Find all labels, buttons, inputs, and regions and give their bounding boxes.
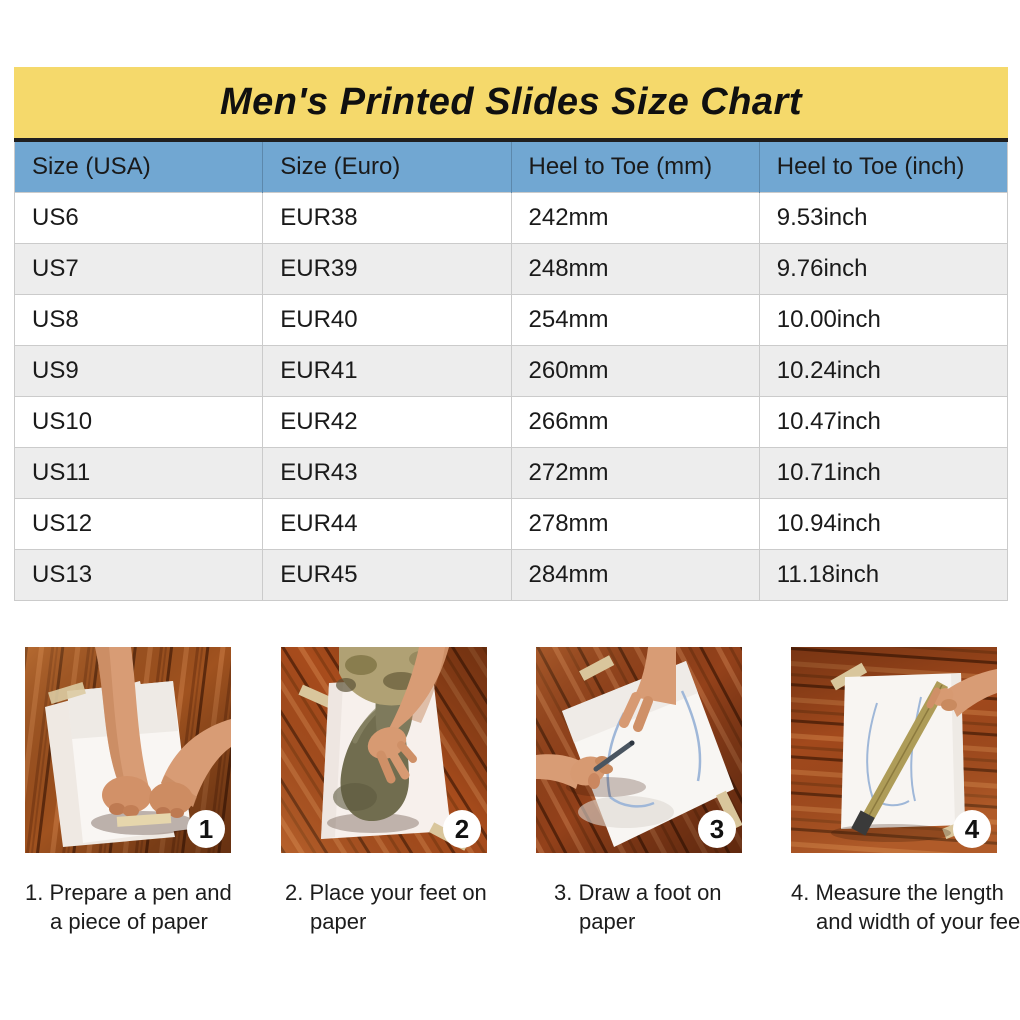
page-title: Men's Printed Slides Size Chart: [219, 81, 802, 123]
step-number-badge: 1: [187, 810, 225, 848]
cell-heel-inch: 10.24inch: [758, 345, 1009, 397]
column-header-heel-inch: Heel to Toe (inch): [759, 142, 1008, 193]
cell-heel-inch: 10.47inch: [758, 396, 1009, 448]
table-row: US7 EUR39 248mm 9.76inch: [13, 243, 1009, 295]
table-body: US6 EUR38 242mm 9.53inch US7 EUR39 248mm…: [13, 192, 1009, 601]
caption-line: 2. Place your feet on: [285, 880, 487, 905]
cell-heel-inch: 10.71inch: [758, 447, 1009, 499]
caption-line: 1. Prepare a pen and: [25, 880, 232, 905]
cell-heel-inch: 11.18inch: [758, 549, 1009, 601]
cell-size-euro: EUR40: [262, 294, 512, 346]
cell-heel-inch: 9.76inch: [758, 243, 1009, 295]
caption-line: a piece of paper: [50, 909, 208, 934]
cell-heel-inch: 10.00inch: [758, 294, 1009, 346]
cell-size-euro: EUR44: [262, 498, 512, 550]
column-header-heel-mm: Heel to Toe (mm): [511, 142, 760, 193]
table-row: US6 EUR38 242mm 9.53inch: [13, 192, 1009, 244]
cell-size-euro: EUR38: [262, 192, 512, 244]
draw-outline-illustration: [536, 647, 742, 853]
step-caption: 2. Place your feet on paper: [285, 878, 541, 936]
cell-size-usa: US10: [13, 396, 264, 448]
cell-heel-mm: 242mm: [510, 192, 760, 244]
cell-size-euro: EUR42: [262, 396, 512, 448]
step-photo-draw-outline: 3: [536, 647, 742, 853]
step-number-badge: 4: [953, 810, 991, 848]
size-table: Size (USA) Size (Euro) Heel to Toe (mm) …: [13, 142, 1009, 601]
cell-heel-mm: 254mm: [510, 294, 760, 346]
measure-step-1: 1 1. Prepare a pen and a piece of paper: [25, 647, 232, 934]
caption-line: and width of your feet: [816, 909, 1020, 934]
cell-heel-inch: 10.94inch: [758, 498, 1009, 550]
table-row: US8 EUR40 254mm 10.00inch: [13, 294, 1009, 346]
step-caption: 4. Measure the length and width of your …: [791, 878, 1020, 936]
table-row: US13 EUR45 284mm 11.18inch: [13, 549, 1009, 601]
table-header-row: Size (USA) Size (Euro) Heel to Toe (mm) …: [14, 142, 1008, 193]
cell-heel-mm: 260mm: [510, 345, 760, 397]
step-photo-tape-paper: 1: [25, 647, 231, 853]
cell-size-euro: EUR45: [262, 549, 512, 601]
caption-line: paper: [310, 909, 367, 934]
cell-size-usa: US11: [13, 447, 264, 499]
measure-step-2: 2 2. Place your feet on paper: [281, 647, 487, 934]
caption-line: 3. Draw a foot on: [554, 880, 722, 905]
step-photo-measure-outline: 4: [791, 647, 997, 853]
step-number-badge: 2: [443, 810, 481, 848]
step-caption: 1. Prepare a pen and a piece of paper: [25, 878, 281, 936]
column-header-size-euro: Size (Euro): [262, 142, 512, 193]
measure-step-3: 3 3. Draw a foot on paper: [536, 647, 742, 934]
cell-size-euro: EUR41: [262, 345, 512, 397]
foot-on-paper-illustration: [281, 647, 487, 853]
cell-size-usa: US12: [13, 498, 264, 550]
cell-heel-mm: 284mm: [510, 549, 760, 601]
cell-size-euro: EUR39: [262, 243, 512, 295]
cell-size-usa: US9: [13, 345, 264, 397]
cell-heel-mm: 248mm: [510, 243, 760, 295]
cell-heel-inch: 9.53inch: [758, 192, 1009, 244]
cell-size-euro: EUR43: [262, 447, 512, 499]
caption-line: paper: [579, 909, 636, 934]
title-banner: Men's Printed Slides Size Chart: [14, 67, 1008, 142]
step-caption: 3. Draw a foot on paper: [554, 878, 810, 936]
cell-heel-mm: 266mm: [510, 396, 760, 448]
step-number-badge: 3: [698, 810, 736, 848]
cell-heel-mm: 278mm: [510, 498, 760, 550]
cell-size-usa: US6: [13, 192, 264, 244]
table-row: US11 EUR43 272mm 10.71inch: [13, 447, 1009, 499]
table-row: US10 EUR42 266mm 10.47inch: [13, 396, 1009, 448]
cell-size-usa: US7: [13, 243, 264, 295]
cell-heel-mm: 272mm: [510, 447, 760, 499]
cell-size-usa: US13: [13, 549, 264, 601]
table-row: US9 EUR41 260mm 10.24inch: [13, 345, 1009, 397]
cell-size-usa: US8: [13, 294, 264, 346]
step-photo-foot-on-paper: 2: [281, 647, 487, 853]
tape-paper-illustration: [25, 647, 231, 853]
measure-step-4: 4 4. Measure the length and width of you…: [791, 647, 1020, 934]
caption-line: 4. Measure the length: [791, 880, 1004, 905]
table-row: US12 EUR44 278mm 10.94inch: [13, 498, 1009, 550]
column-header-size-usa: Size (USA): [14, 142, 264, 193]
